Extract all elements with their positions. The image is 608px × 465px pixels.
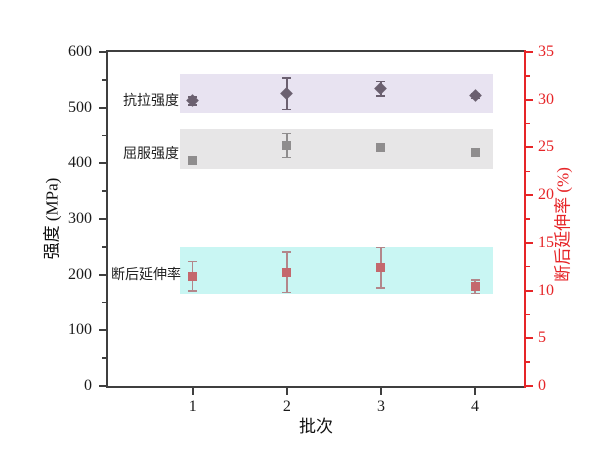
y-tick-label-left: 300: [68, 210, 92, 227]
y-tick-label-right: 25: [538, 138, 554, 156]
axis-line-right: [524, 50, 526, 388]
y-minor-tick-left: [102, 79, 106, 81]
series-label-2: 屈服强度: [123, 147, 179, 162]
y-tick-label-right: 20: [538, 186, 554, 204]
marker-square: [470, 282, 480, 292]
y-tick-left: [99, 106, 106, 109]
y-tick-label-left: 0: [84, 377, 92, 394]
y-tick-label-right: 5: [538, 329, 546, 347]
y-tick-label-right: 15: [538, 233, 554, 251]
marker-square: [282, 141, 292, 151]
error-cap-bottom: [376, 95, 386, 97]
x-tick: [191, 388, 194, 395]
error-cap-top: [376, 246, 386, 249]
error-cap-bottom: [282, 108, 292, 111]
error-cap-top: [282, 77, 292, 79]
y-minor-tick-right: [526, 75, 530, 77]
x-tick: [379, 388, 382, 395]
y-minor-tick-left: [102, 134, 106, 137]
x-axis-title: 批次: [299, 417, 333, 436]
error-cap-bottom: [282, 291, 292, 294]
marker-square: [376, 263, 386, 273]
y-minor-tick-left: [102, 301, 106, 304]
y-tick-right: [526, 194, 533, 197]
y-tick-left: [99, 51, 106, 53]
band-屈服强度: [180, 129, 493, 169]
error-cap-top: [282, 251, 292, 253]
axis-line-left: [106, 52, 108, 388]
error-cap-bottom: [376, 287, 386, 289]
error-cap-bottom: [282, 156, 292, 159]
x-tick-label: 4: [471, 398, 480, 415]
y-minor-tick-right: [526, 122, 530, 125]
y-tick-right: [526, 337, 533, 340]
y-tick-left: [99, 162, 106, 165]
error-cap-top: [188, 260, 198, 263]
y-tick-left: [99, 218, 106, 220]
series-label-1: 抗拉强度: [123, 94, 179, 109]
marker-square: [188, 156, 198, 166]
y-tick-label-right: 10: [538, 281, 554, 299]
y-tick-right: [526, 98, 533, 101]
y-tick-left: [99, 329, 106, 332]
y-tick-label-left: 500: [68, 98, 92, 116]
y-minor-tick-right: [526, 265, 530, 268]
x-tick-label: 2: [282, 398, 291, 415]
x-tick-label: 1: [188, 398, 197, 415]
y-tick-right: [526, 241, 533, 244]
y-tick-label-right: 35: [538, 43, 554, 60]
y-minor-tick-left: [102, 357, 106, 359]
axis-line-bottom: [106, 386, 524, 388]
y-minor-tick-left: [102, 246, 106, 248]
axis-line-top: [106, 50, 526, 52]
error-cap-top: [282, 132, 292, 135]
series-label-3: 断后延伸率: [111, 268, 181, 283]
marker-square: [470, 148, 480, 158]
marker-square: [188, 271, 198, 281]
x-tick-label: 3: [376, 398, 385, 415]
error-cap-top: [376, 80, 386, 82]
y-minor-tick-right: [526, 313, 530, 316]
y-tick-label-left: 400: [68, 154, 92, 172]
y-tick-label-left: 200: [68, 265, 92, 283]
y-minor-tick-right: [526, 218, 530, 220]
y-tick-right: [526, 385, 533, 387]
error-cap-top: [470, 279, 480, 281]
band-抗拉强度: [180, 73, 493, 114]
x-tick: [285, 388, 288, 395]
error-cap-bottom: [470, 292, 480, 295]
x-tick: [474, 388, 477, 395]
error-cap-bottom: [188, 290, 198, 292]
y-minor-tick-right: [526, 170, 530, 173]
y-tick-label-left: 600: [68, 43, 92, 60]
y-tick-label-right: 30: [538, 90, 554, 108]
y-tick-right: [526, 289, 533, 292]
band-断后延伸率: [180, 246, 493, 295]
y-minor-tick-left: [102, 190, 106, 192]
y-tick-left: [99, 273, 106, 276]
marker-square: [282, 267, 292, 277]
y-tick-label-left: 100: [68, 321, 92, 339]
marker-square: [376, 143, 386, 153]
y-tick-label-right: 0: [538, 377, 546, 394]
y-tick-right: [526, 146, 533, 149]
y-tick-right: [526, 51, 533, 53]
y-minor-tick-right: [526, 361, 530, 363]
y-tick-left: [99, 385, 106, 387]
